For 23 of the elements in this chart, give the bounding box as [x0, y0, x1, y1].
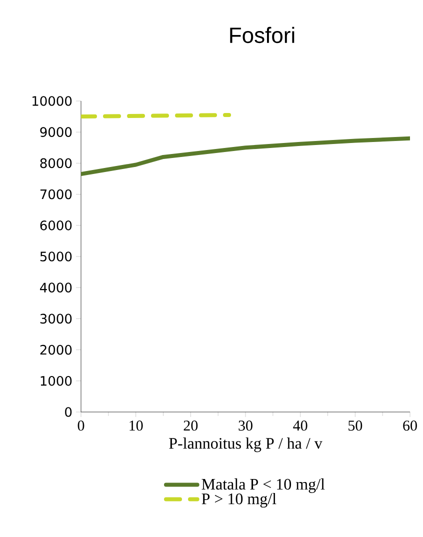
chart-title: Fosfori: [230, 26, 294, 44]
x-tick-label: 40: [293, 420, 308, 431]
legend-label: P > 10 mg/l: [202, 492, 276, 508]
x-axis-title: P-lannoitus kg P / ha / v: [169, 438, 322, 452]
legend-label: Matala P < 10 mg/l: [202, 478, 325, 493]
y-tick-label: 0: [65, 407, 72, 417]
line-series: [81, 136, 410, 176]
y-tick-label: 1000: [40, 376, 72, 386]
y-tick-label: 5000: [40, 252, 72, 262]
x-tick-label: 60: [403, 420, 417, 431]
x-tick-label: 30: [238, 420, 252, 431]
y-tick-label: 6000: [40, 220, 72, 230]
y-tick-label: 8000: [40, 158, 72, 168]
y-tick-label: 9000: [40, 127, 72, 138]
y-tick-label: 2000: [40, 344, 72, 355]
y-tick-label: 4000: [40, 282, 72, 293]
y-tick-label: 7000: [40, 189, 72, 200]
x-tick-label: 20: [184, 420, 198, 431]
y-tick-label: 10000: [32, 96, 72, 106]
x-tick-label: 0: [78, 420, 84, 431]
y-tick-label: 3000: [40, 314, 72, 324]
x-tick-label: 10: [130, 420, 143, 431]
x-tick-label: 50: [348, 420, 362, 431]
